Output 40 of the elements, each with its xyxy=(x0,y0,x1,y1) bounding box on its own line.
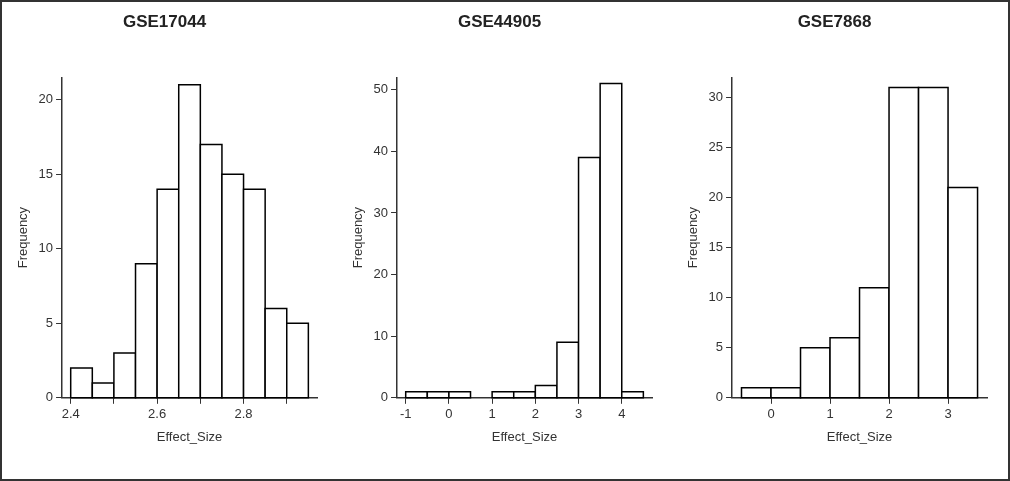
x-tick-label: 2.8 xyxy=(234,406,253,422)
y-tick-label: 20 xyxy=(708,189,724,205)
x-tick-label: 2 xyxy=(885,406,893,422)
chart-title: GSE17044 xyxy=(122,11,207,31)
y-tick-label: 5 xyxy=(715,339,724,355)
y-tick-label: 15 xyxy=(708,239,724,255)
y-axis-title: Frequency xyxy=(685,206,701,269)
x-tick-label: 3 xyxy=(574,406,583,422)
y-tick-label: 20 xyxy=(373,266,389,282)
y-axis-title: Frequency xyxy=(15,206,31,269)
y-tick-label: 25 xyxy=(708,139,724,155)
x-tick-label: -1 xyxy=(399,406,412,422)
x-tick-label: 2 xyxy=(531,406,539,422)
y-tick-label: 0 xyxy=(380,389,389,405)
y-tick-label: 0 xyxy=(715,389,724,405)
x-tick-label: 1 xyxy=(488,406,496,422)
x-tick-label: 3 xyxy=(944,406,952,422)
chart-title: GSE7868 xyxy=(797,11,872,31)
y-tick-label: 10 xyxy=(373,327,389,343)
y-axis-title: Frequency xyxy=(350,206,366,269)
y-tick-label: 10 xyxy=(38,240,54,256)
chart-title: GSE44905 xyxy=(457,11,542,31)
y-tick-label: 50 xyxy=(373,81,389,97)
y-tick-label: 0 xyxy=(45,389,54,405)
x-axis-title: Effect_Size xyxy=(156,428,223,444)
y-tick-label: 30 xyxy=(708,89,724,104)
y-tick-label: 20 xyxy=(38,91,54,107)
x-tick-label: 2.4 xyxy=(61,406,80,422)
x-tick-label: 2.6 xyxy=(148,406,167,422)
y-tick-label: 10 xyxy=(708,289,724,305)
x-tick-label: 0 xyxy=(445,406,453,422)
x-axis-title: Effect_Size xyxy=(491,428,558,444)
x-tick-label: 1 xyxy=(826,406,834,422)
y-tick-label: 5 xyxy=(45,314,54,330)
y-tick-label: 15 xyxy=(38,165,54,181)
y-tick-label: 40 xyxy=(373,142,389,158)
x-tick-label: 4 xyxy=(618,406,626,422)
y-tick-label: 30 xyxy=(373,204,389,220)
x-tick-label: 0 xyxy=(767,406,775,422)
x-axis-title: Effect_Size xyxy=(826,428,893,444)
